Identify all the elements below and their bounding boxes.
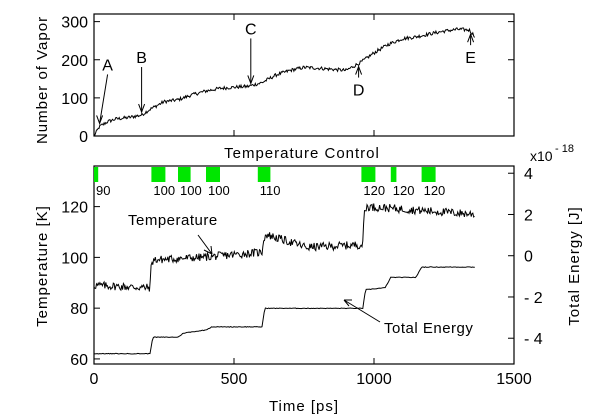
time-tick-label: 0 xyxy=(90,371,99,388)
temperature-control-title: Temperature Control xyxy=(224,145,380,162)
annotation-label: C xyxy=(245,21,257,38)
temperature-series-line xyxy=(93,203,475,292)
control-block-label: 120 xyxy=(363,183,385,198)
control-block xyxy=(94,167,99,182)
annotation-label: A xyxy=(102,57,113,74)
control-block xyxy=(390,167,397,182)
energy-exponent: - 18 xyxy=(555,143,574,155)
control-block-label: 90 xyxy=(96,183,110,198)
annotation-label: B xyxy=(136,50,147,67)
annotation-label: E xyxy=(465,50,476,67)
control-block-label: 100 xyxy=(208,183,230,198)
energy-tick-label: 0 xyxy=(524,249,533,266)
energy-y-axis-label: Total Energy [J] xyxy=(566,206,583,325)
control-block xyxy=(151,167,166,182)
control-block xyxy=(361,167,376,182)
control-block-label: 120 xyxy=(393,183,415,198)
control-block-label: 120 xyxy=(424,183,446,198)
temperature-tick-label: 100 xyxy=(61,250,88,267)
top-y-ticks: 0 100 200 300 xyxy=(61,15,514,146)
control-block xyxy=(206,167,220,182)
top-y-tick-label: 200 xyxy=(61,53,88,70)
time-tick-label: 1000 xyxy=(356,371,392,388)
top-y-axis-label: Number of Vapor xyxy=(34,16,51,144)
top-y-tick-label: 0 xyxy=(79,129,88,146)
time-tick-label: 500 xyxy=(221,371,248,388)
energy-tick-label: - 2 xyxy=(524,290,543,307)
energy-label-arrow xyxy=(343,299,381,323)
energy-y-ticks: 4 2 0 - 2 - 4 xyxy=(508,166,543,348)
temperature-energy-panel: Temperature Control 90 100 100 100 110 120 120… xyxy=(34,143,583,415)
time-x-ticks: 0 500 1000 1500 xyxy=(90,358,532,388)
top-y-tick-label: 300 xyxy=(61,15,88,32)
temperature-y-ticks: 60 80 100 120 xyxy=(61,200,100,369)
annotation-arrowhead xyxy=(467,32,475,43)
temperature-y-axis-label: Temperature [K] xyxy=(34,205,51,327)
energy-tick-label: - 4 xyxy=(524,331,543,348)
energy-series-label: Total Energy xyxy=(384,320,473,337)
annotation-arrowhead xyxy=(247,75,255,85)
control-block xyxy=(421,167,436,182)
temperature-tick-label: 80 xyxy=(70,301,88,318)
temperature-tick-label: 60 xyxy=(70,352,88,369)
control-blocks: 90 100 100 100 110 120 120 120 xyxy=(94,167,445,198)
annotation-arrowhead xyxy=(96,115,104,125)
annotation-arrowhead xyxy=(355,65,363,75)
control-block xyxy=(257,167,271,182)
control-block xyxy=(178,167,191,182)
energy-tick-label: 2 xyxy=(524,207,533,224)
temperature-tick-label: 120 xyxy=(61,200,88,217)
bottom-plot-frame xyxy=(93,165,515,365)
x-axis-label: Time [ps] xyxy=(269,398,339,415)
control-block-label: 100 xyxy=(180,183,202,198)
annotation-arrowhead xyxy=(138,103,146,114)
annotation-label: D xyxy=(353,83,365,100)
vapor-series-line xyxy=(93,27,475,136)
time-tick-label: 1500 xyxy=(496,371,532,388)
top-x-ticks xyxy=(93,14,515,136)
event-annotations: A B C D E xyxy=(96,21,476,125)
vapor-count-panel: Number of Vapor 0 100 200 300 A B C D E xyxy=(34,13,515,146)
energy-series-line xyxy=(93,266,475,355)
top-y-tick-label: 100 xyxy=(61,91,88,108)
temperature-label-arrow xyxy=(197,234,213,255)
energy-multiplier: x10 xyxy=(530,148,553,164)
energy-tick-label: 4 xyxy=(524,166,533,183)
temperature-series-label: Temperature xyxy=(128,212,218,229)
annotation-arrow xyxy=(99,74,109,124)
top-plot-frame xyxy=(93,13,515,137)
control-block-label: 110 xyxy=(260,183,281,198)
control-block-label: 100 xyxy=(153,183,175,198)
